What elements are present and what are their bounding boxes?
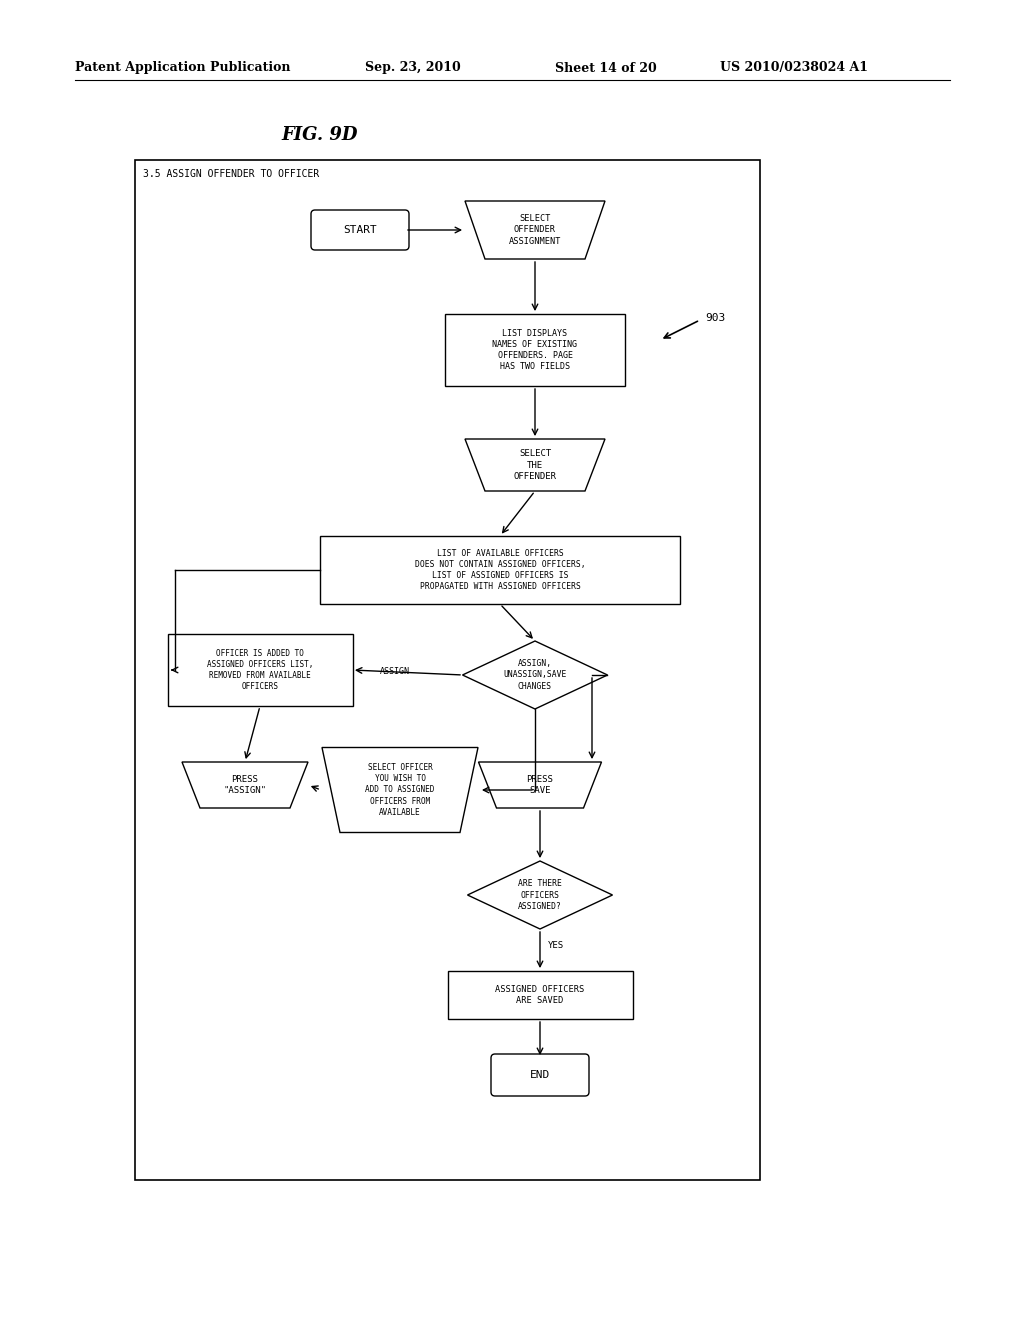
- Bar: [168, 634, 352, 706]
- Text: 903: 903: [705, 313, 725, 323]
- Text: Sep. 23, 2010: Sep. 23, 2010: [365, 62, 461, 74]
- Text: Patent Application Publication: Patent Application Publication: [75, 62, 291, 74]
- Text: START: START: [343, 224, 377, 235]
- Text: FIG. 9D: FIG. 9D: [282, 125, 358, 144]
- Text: YES: YES: [548, 940, 564, 949]
- FancyBboxPatch shape: [490, 1053, 589, 1096]
- Text: 3.5 ASSIGN OFFENDER TO OFFICER: 3.5 ASSIGN OFFENDER TO OFFICER: [143, 169, 319, 180]
- Text: US 2010/0238024 A1: US 2010/0238024 A1: [720, 62, 868, 74]
- Text: PRESS
"ASSIGN": PRESS "ASSIGN": [223, 775, 266, 795]
- Text: ASSIGNED OFFICERS
ARE SAVED: ASSIGNED OFFICERS ARE SAVED: [496, 985, 585, 1005]
- Text: SELECT OFFICER
YOU WISH TO
ADD TO ASSIGNED
OFFICERS FROM
AVAILABLE: SELECT OFFICER YOU WISH TO ADD TO ASSIGN…: [366, 763, 434, 817]
- Polygon shape: [478, 762, 601, 808]
- Polygon shape: [465, 440, 605, 491]
- Text: Sheet 14 of 20: Sheet 14 of 20: [555, 62, 656, 74]
- Polygon shape: [463, 642, 607, 709]
- Polygon shape: [468, 861, 612, 929]
- Text: OFFICER IS ADDED TO
ASSIGNED OFFICERS LIST,
REMOVED FROM AVAILABLE
OFFICERS: OFFICER IS ADDED TO ASSIGNED OFFICERS LI…: [207, 649, 313, 692]
- Bar: [445, 314, 625, 385]
- Text: ASSIGN,
UNASSIGN,SAVE
CHANGES: ASSIGN, UNASSIGN,SAVE CHANGES: [504, 660, 566, 690]
- Text: ASSIGN: ASSIGN: [380, 668, 410, 676]
- Text: SELECT
OFFENDER
ASSIGNMENT: SELECT OFFENDER ASSIGNMENT: [509, 214, 561, 246]
- FancyBboxPatch shape: [311, 210, 409, 249]
- Text: PRESS
SAVE: PRESS SAVE: [526, 775, 553, 795]
- Bar: [135, 160, 760, 1180]
- Text: SELECT
THE
OFFENDER: SELECT THE OFFENDER: [513, 449, 556, 480]
- Polygon shape: [322, 747, 478, 833]
- Polygon shape: [182, 762, 308, 808]
- Text: ARE THERE
OFFICERS
ASSIGNED?: ARE THERE OFFICERS ASSIGNED?: [518, 879, 562, 911]
- Bar: [447, 972, 633, 1019]
- Bar: [319, 536, 680, 605]
- Text: END: END: [529, 1071, 550, 1080]
- Polygon shape: [465, 201, 605, 259]
- Text: LIST OF AVAILABLE OFFICERS
DOES NOT CONTAIN ASSIGNED OFFICERS,
LIST OF ASSIGNED : LIST OF AVAILABLE OFFICERS DOES NOT CONT…: [415, 549, 586, 591]
- Text: LIST DISPLAYS
NAMES OF EXISTING
OFFENDERS. PAGE
HAS TWO FIELDS: LIST DISPLAYS NAMES OF EXISTING OFFENDER…: [493, 329, 578, 371]
